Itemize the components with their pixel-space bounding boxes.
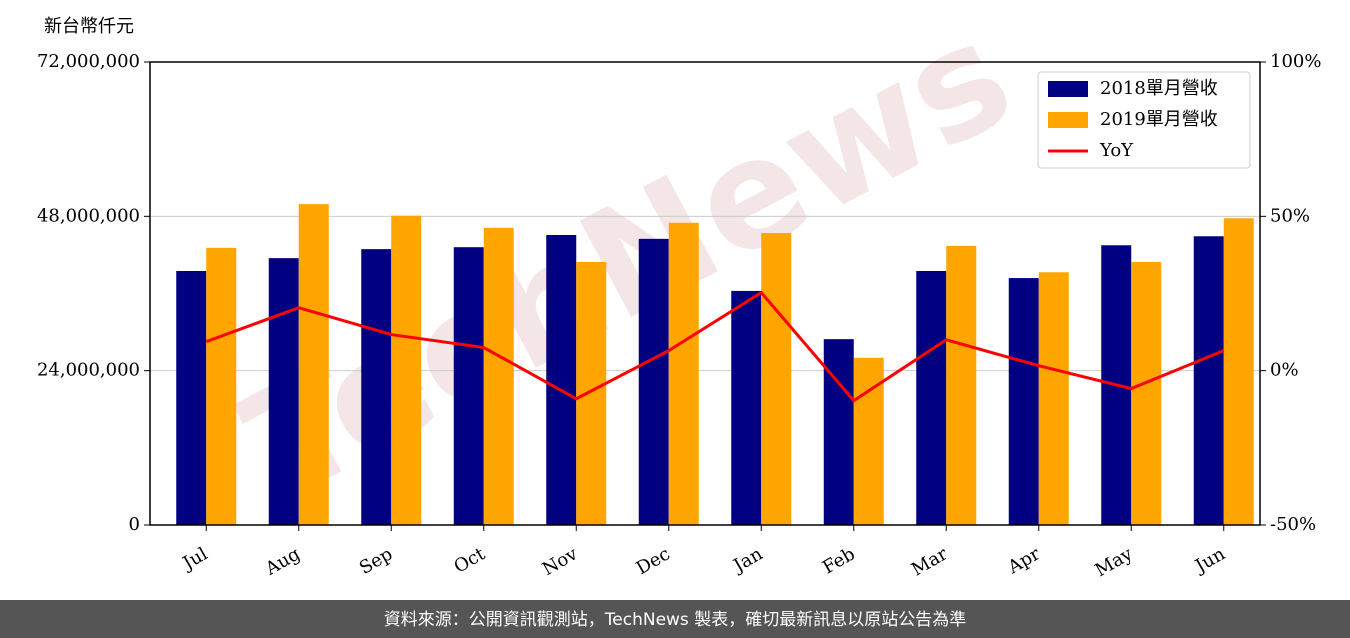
bar [576,261,607,525]
bar [361,249,392,526]
bar [1038,272,1069,525]
y2-tick-label: -50% [1270,514,1316,535]
bar [1193,236,1224,525]
y-tick-label: 48,000,000 [37,205,140,226]
bar [176,270,207,525]
watermark: TechNews [219,0,1038,534]
y-tick-label: 0 [129,514,140,535]
bar [761,233,792,525]
bar [668,222,699,525]
x-tick-label: Nov [539,543,582,580]
x-tick-label: Sep [356,543,396,578]
legend-label: YoY [1099,140,1134,161]
x-tick-label: Aug [261,543,304,580]
x-tick-label: Jan [728,543,766,577]
bar [1223,218,1254,525]
x-tick-label: May [1092,543,1137,581]
x-tick-label: Oct [450,543,489,578]
bar [946,245,977,526]
bar [1131,261,1162,525]
x-tick-label: Dec [633,543,674,579]
bar [731,290,762,525]
bar [1008,278,1039,525]
bar [453,247,484,525]
bar [268,258,299,525]
bar [823,339,854,525]
plot-frame [149,61,1261,526]
y2-tick-label: 0% [1270,360,1299,381]
bar [206,247,237,525]
legend-swatch [1048,112,1088,128]
y2-tick-label: 100% [1270,51,1321,72]
legend-box [1037,71,1251,169]
legend-swatch [1048,81,1088,97]
x-tick-label: Feb [819,543,859,578]
y-tick-label: 72,000,000 [37,51,140,72]
y2-tick-label: 50% [1270,205,1310,226]
footer-bar [0,600,1350,638]
bar [391,215,422,525]
y-tick-label: 24,000,000 [37,360,140,381]
x-tick-label: Apr [1004,543,1044,578]
y-axis-label: 新台幣仟元 [44,16,134,37]
x-tick-label: Jul [178,543,212,575]
x-tick-label: Jun [1190,543,1229,578]
bar [298,204,329,525]
x-tick-label: Mar [908,543,952,580]
legend-label: 2019單月營收 [1100,109,1218,130]
line [205,290,1225,403]
legend-label: 2018單月營收 [1100,78,1218,99]
bar [916,270,947,525]
bar [483,227,514,526]
bar [638,238,669,525]
bar [546,234,577,526]
source-note: 資料來源：公開資訊觀測站，TechNews 製表，確切最新訊息以原站公告為準 [384,610,966,630]
